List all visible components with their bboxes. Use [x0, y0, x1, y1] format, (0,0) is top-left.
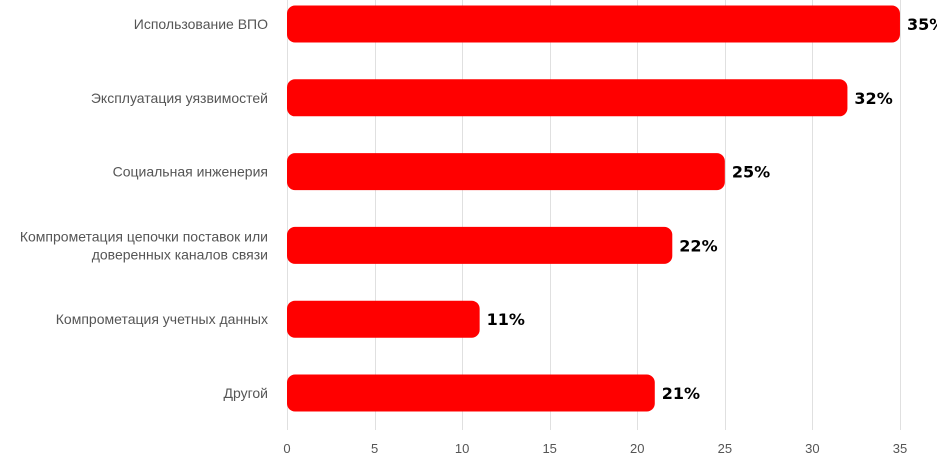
bar — [287, 300, 480, 338]
data-labels: 35% 32% 25% 22% 11% 21% — [487, 15, 937, 403]
data-label: 32% — [854, 89, 892, 108]
bar — [287, 226, 673, 264]
bars — [287, 5, 900, 412]
category-label: Компрометация учетных данных — [56, 311, 268, 327]
data-label: 22% — [679, 236, 717, 255]
bar — [287, 153, 725, 191]
bar — [287, 374, 655, 412]
category-label: Использование ВПО — [134, 16, 268, 32]
grid-lines — [287, 0, 901, 430]
x-tick-label: 0 — [283, 441, 290, 456]
category-label: Компрометация цепочки поставок или довере… — [20, 228, 268, 262]
x-tick-label: 20 — [630, 441, 644, 456]
x-tick-label: 25 — [718, 441, 732, 456]
x-tick-label: 35 — [893, 441, 907, 456]
x-tick-label: 10 — [455, 441, 469, 456]
x-tick-label: 30 — [805, 441, 819, 456]
bar — [287, 79, 848, 117]
category-label: Другой — [223, 385, 268, 401]
x-axis-ticks: 0 5 10 15 20 25 30 35 — [283, 441, 907, 456]
data-label: 35% — [907, 15, 937, 34]
bar — [287, 5, 900, 43]
category-labels: Использование ВПО Эксплуатация уязвимосте… — [20, 16, 268, 401]
data-label: 11% — [487, 310, 525, 329]
data-label: 25% — [732, 163, 770, 182]
data-label: 21% — [662, 384, 700, 403]
category-label: Социальная инженерия — [113, 164, 268, 180]
x-tick-label: 15 — [542, 441, 556, 456]
category-label: Эксплуатация уязвимостей — [91, 90, 268, 106]
x-tick-label: 5 — [371, 441, 378, 456]
